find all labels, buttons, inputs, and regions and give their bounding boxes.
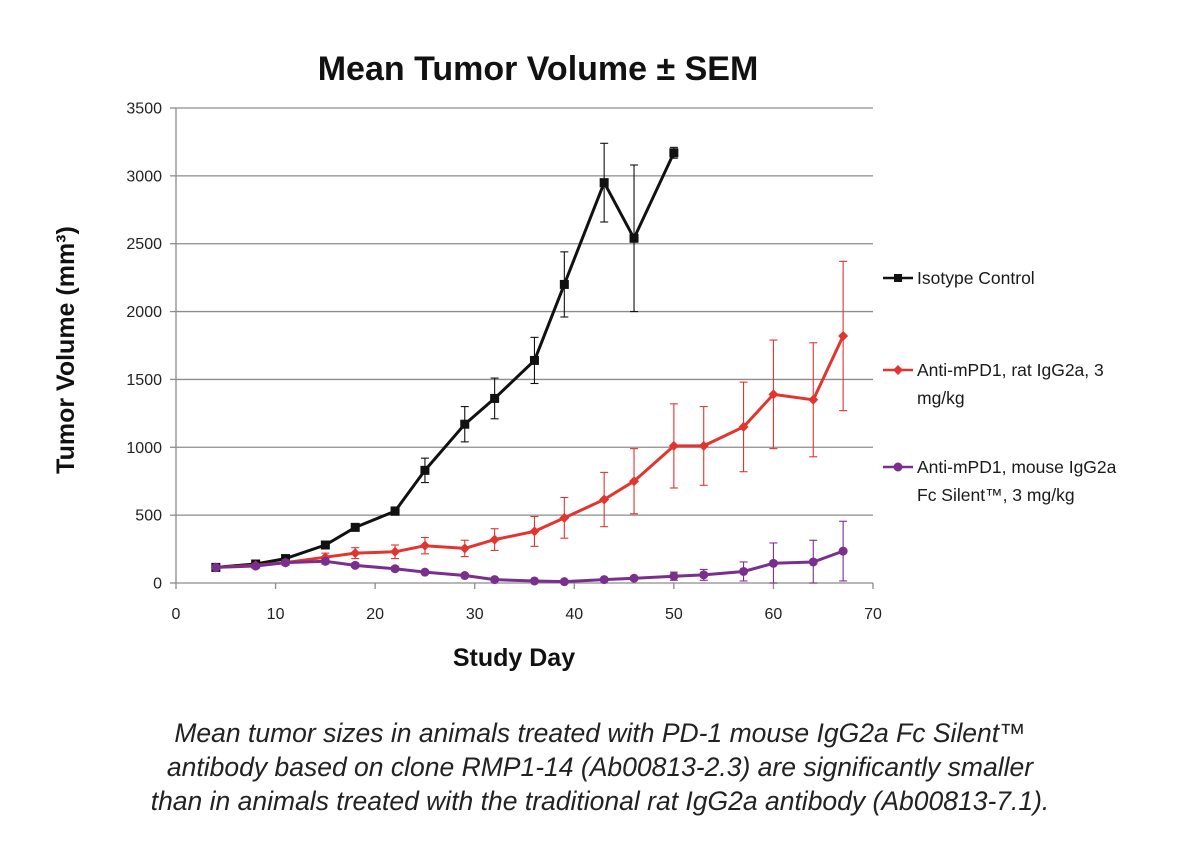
point-rat-igg2a [390, 546, 401, 557]
legend-label-rat-igg2a-line1: Anti-mPD1, rat IgG2a, 3 [917, 360, 1104, 380]
point-mouse-fc-silent [211, 562, 221, 572]
point-mouse-fc-silent [390, 564, 400, 574]
series-rat-igg2a [210, 260, 849, 573]
series-line-isotype-control [215, 152, 676, 569]
legend-item-rat-igg2a: Anti-mPD1, rat IgG2a, 3 mg/kg [883, 360, 1104, 408]
y-tick-label-1500: 1500 [126, 372, 162, 389]
legend-label-rat-igg2a-line2: mg/kg [917, 388, 965, 408]
point-mouse-fc-silent [838, 546, 848, 556]
x-tick-label-0: 0 [172, 606, 181, 623]
x-tick-label-20: 20 [366, 606, 384, 623]
x-tick-label-30: 30 [466, 606, 484, 623]
y-tick-label-500: 500 [135, 508, 162, 525]
point-rat-igg2a [489, 534, 500, 545]
data-series [210, 142, 849, 587]
point-mouse-fc-silent [739, 566, 749, 576]
figure-caption: Mean tumor sizes in animals treated with… [0, 716, 1200, 818]
legend-label-mouse-fc-silent-line2: Fc Silent™, 3 mg/kg [917, 485, 1075, 505]
point-mouse-fc-silent [599, 575, 609, 585]
point-mouse-fc-silent [768, 558, 778, 568]
point-mouse-fc-silent [420, 567, 430, 577]
point-rat-igg2a [459, 543, 470, 554]
point-mouse-fc-silent [281, 558, 291, 568]
series-line-rat-igg2a [215, 335, 845, 569]
point-isotype-control [529, 355, 539, 365]
point-mouse-fc-silent [529, 576, 539, 586]
point-mouse-fc-silent [490, 575, 500, 585]
point-mouse-fc-silent [460, 571, 470, 581]
series-isotype-control [211, 142, 679, 572]
point-rat-igg2a [599, 494, 610, 505]
gridlines [176, 107, 873, 516]
point-rat-igg2a [668, 440, 679, 451]
point-isotype-control [599, 178, 609, 188]
caption-line-1: Mean tumor sizes in animals treated with… [174, 718, 1026, 748]
point-isotype-control [460, 419, 470, 429]
point-isotype-control [320, 540, 330, 550]
y-tick-label-3500: 3500 [126, 101, 162, 118]
x-tick-label-40: 40 [565, 606, 583, 623]
y-tick-label-1000: 1000 [126, 440, 162, 457]
point-rat-igg2a [350, 548, 361, 559]
point-rat-igg2a [738, 421, 749, 432]
point-mouse-fc-silent [669, 571, 679, 581]
y-tick-label-3000: 3000 [126, 168, 162, 185]
x-tick-label-50: 50 [665, 606, 683, 623]
point-isotype-control [390, 506, 400, 516]
legend-item-isotype-control: Isotype Control [883, 268, 1035, 288]
point-mouse-fc-silent [699, 570, 709, 580]
point-isotype-control [490, 393, 500, 403]
point-rat-igg2a [529, 526, 540, 537]
y-tick-label-0: 0 [153, 576, 162, 593]
caption-line-2: antibody based on clone RMP1-14 (Ab00813… [166, 752, 1034, 782]
point-isotype-control [350, 522, 360, 532]
legend-label-isotype-control: Isotype Control [917, 268, 1035, 288]
caption-line-3: than in animals treated with the traditi… [150, 786, 1050, 816]
point-rat-igg2a [559, 512, 570, 523]
point-mouse-fc-silent [808, 557, 818, 567]
tick-labels: 0 500 1000 1500 2000 2500 3000 3500 0 10 20 30 40 50 6… [126, 101, 882, 624]
x-tick-label-10: 10 [267, 606, 285, 623]
point-mouse-fc-silent [251, 561, 261, 571]
chart-title: Mean Tumor Volume ± SEM [318, 50, 759, 88]
point-mouse-fc-silent [320, 556, 330, 566]
point-isotype-control [669, 148, 679, 158]
y-axis-label: Tumor Volume (mm³) [52, 226, 80, 474]
axes [170, 107, 874, 589]
point-rat-igg2a [838, 331, 849, 341]
tumor-volume-chart: Mean Tumor Volume ± SEM Tumor Volume (mm… [52, 50, 1117, 672]
point-rat-igg2a [419, 540, 430, 551]
series-line-mouse-fc-silent [215, 549, 844, 584]
y-tick-label-2500: 2500 [126, 236, 162, 253]
series-mouse-fc-silent [211, 520, 848, 587]
point-rat-igg2a [768, 389, 779, 400]
legend-label-mouse-fc-silent-line1: Anti-mPD1, mouse IgG2a [917, 457, 1117, 477]
x-tick-label-70: 70 [864, 606, 882, 623]
legend-item-mouse-fc-silent: Anti-mPD1, mouse IgG2a Fc Silent™, 3 mg/… [883, 457, 1117, 505]
y-tick-label-2000: 2000 [126, 304, 162, 321]
point-rat-igg2a [808, 394, 819, 405]
x-axis-label: Study Day [453, 644, 575, 672]
point-rat-igg2a [698, 440, 709, 451]
x-tick-label-60: 60 [765, 606, 783, 623]
point-isotype-control [629, 233, 639, 243]
point-isotype-control [420, 465, 430, 475]
legend: Isotype Control Anti-mPD1, rat IgG2a, 3 … [883, 268, 1117, 505]
point-mouse-fc-silent [629, 573, 639, 583]
point-rat-igg2a [629, 476, 640, 487]
point-mouse-fc-silent [350, 560, 360, 570]
point-isotype-control [559, 279, 569, 289]
point-mouse-fc-silent [559, 577, 569, 587]
